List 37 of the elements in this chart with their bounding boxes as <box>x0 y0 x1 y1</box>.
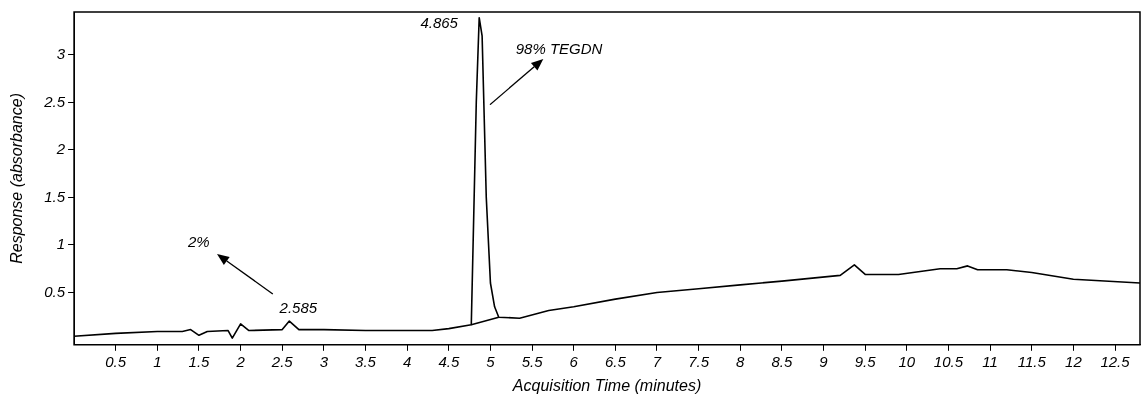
x-tick-label: 2.5 <box>270 352 294 370</box>
x-tick-label: 9 <box>819 352 829 370</box>
y-tick-label: 2 <box>55 140 66 158</box>
x-tick-label: 8 <box>736 352 746 370</box>
x-tick-label: 10 <box>898 352 916 370</box>
x-tick-label: 6.5 <box>604 352 627 370</box>
x-tick-label: 8.5 <box>771 352 793 370</box>
annotation: 2.585 <box>278 299 318 317</box>
y-tick-label: 0.5 <box>44 282 66 300</box>
x-tick-label: 4 <box>402 352 412 370</box>
x-tick-label: 4.5 <box>438 352 460 370</box>
x-tick-label: 3.5 <box>355 352 377 370</box>
x-tick-label: 5.5 <box>521 352 544 370</box>
annotation: 98% TEGDN <box>515 40 603 58</box>
x-tick-label: 7.5 <box>688 352 710 370</box>
x-tick-label: 12 <box>1065 352 1083 370</box>
x-tick-label: 9.5 <box>854 352 877 370</box>
x-tick-label: 0.5 <box>105 352 127 370</box>
x-tick-label: 11.5 <box>1017 352 1047 370</box>
x-tick-label: 2 <box>235 352 246 370</box>
y-tick-label: 3 <box>56 44 66 62</box>
x-axis-title: Acquisition Time (minutes) <box>511 376 702 394</box>
y-tick-label: 2.5 <box>43 92 66 110</box>
annotation: 4.865 <box>420 13 459 31</box>
x-tick-label: 10.5 <box>933 352 964 370</box>
y-tick-label: 1.5 <box>44 187 66 205</box>
x-tick-label: 1.5 <box>188 352 211 370</box>
y-axis-title: Response (absorbance) <box>8 93 26 264</box>
annotation: 2% <box>186 233 210 251</box>
x-tick-label: 7 <box>652 352 662 370</box>
x-tick-label: 3 <box>319 352 329 370</box>
x-tick-label: 1 <box>153 352 162 370</box>
x-tick-label: 6 <box>569 352 579 370</box>
x-tick-label: 12.5 <box>1100 352 1131 370</box>
x-tick-label: 5 <box>486 352 496 370</box>
x-tick-label: 11 <box>982 352 998 370</box>
y-tick-label: 1 <box>56 235 66 253</box>
